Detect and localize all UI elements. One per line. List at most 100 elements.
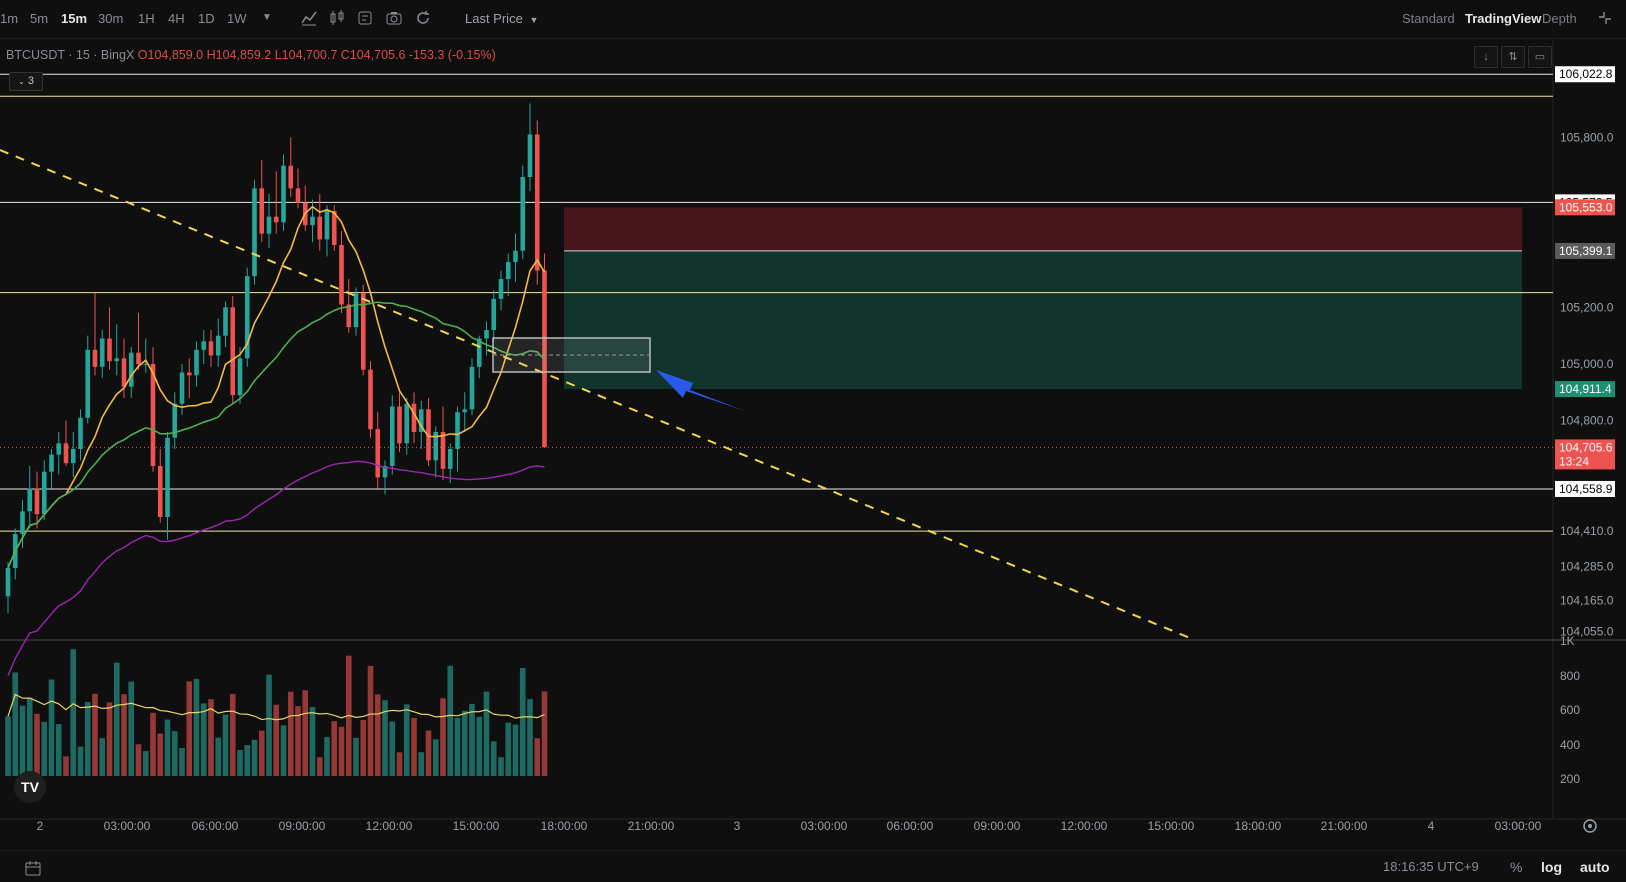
- candle: [368, 361, 373, 438]
- clock-label: 18:16:35 UTC+9: [1383, 859, 1479, 874]
- volume-bar: [164, 719, 171, 776]
- volume-bar: [490, 741, 497, 776]
- screenshot-icon[interactable]: [385, 9, 403, 27]
- templates-icon[interactable]: [356, 9, 374, 27]
- price-tick-label: 105,200.0: [1560, 300, 1614, 314]
- candle: [520, 165, 526, 260]
- volume-bar: [425, 730, 432, 776]
- candle: [339, 230, 344, 314]
- reset-icon[interactable]: [414, 9, 432, 27]
- timeframe-1h[interactable]: 1H: [138, 11, 155, 26]
- time-tick-label: 09:00:00: [279, 819, 326, 833]
- time-tick-label: 15:00:00: [1148, 819, 1195, 833]
- volume-bar: [353, 737, 359, 776]
- volume-bar: [208, 699, 214, 776]
- candle: [324, 205, 330, 257]
- volume-bar: [99, 738, 106, 776]
- candle: [78, 409, 83, 461]
- volume-bar: [12, 672, 19, 776]
- candle: [92, 293, 98, 376]
- candle: [244, 267, 250, 367]
- candle: [433, 426, 439, 478]
- candle: [150, 347, 156, 472]
- timeframe-4h[interactable]: 4H: [168, 11, 185, 26]
- date-range-icon[interactable]: [24, 859, 42, 880]
- volume-bar: [128, 681, 135, 776]
- candle: [491, 290, 497, 342]
- ohlc-close: C104,705.6: [340, 48, 406, 62]
- candle: [41, 460, 47, 520]
- log-toggle[interactable]: log: [1541, 859, 1562, 875]
- chart-canvas[interactable]: 105,800.0 105,200.0 105,000.0 104,800.0 104,…: [0, 39, 1626, 850]
- price-tick-label: 105,800.0: [1560, 130, 1614, 144]
- candle: [440, 406, 446, 481]
- timeframe-1d[interactable]: 1D: [198, 11, 215, 26]
- price-tick-label: 104,800.0: [1560, 414, 1614, 428]
- timeframe-5m[interactable]: 5m: [30, 11, 49, 26]
- volume-tick-label: 400: [1560, 738, 1580, 752]
- candle: [281, 154, 286, 231]
- candle: [186, 358, 192, 398]
- candle: [230, 296, 236, 404]
- tab-tradingview[interactable]: TradingView: [1465, 11, 1542, 26]
- moving-average-mid: [7, 301, 546, 569]
- volume-bar: [505, 722, 512, 776]
- timeframe-1w[interactable]: 1W: [227, 11, 247, 26]
- volume-bar: [316, 757, 323, 776]
- candle: [455, 406, 460, 472]
- candle: [527, 103, 533, 192]
- volume-bar: [403, 704, 410, 776]
- chevron-down-icon: ⌄: [18, 77, 25, 86]
- volume-bar: [461, 710, 468, 776]
- time-tick-label: 09:00:00: [974, 819, 1021, 833]
- settings-button[interactable]: ▭: [1528, 46, 1552, 68]
- auto-toggle[interactable]: auto: [1580, 859, 1610, 875]
- symbol-label: BTCUSDT · 15 · BingX: [6, 48, 135, 62]
- timeframe-15m[interactable]: 15m: [61, 11, 88, 26]
- indicators-toggle[interactable]: ⌄ 3: [9, 72, 43, 91]
- volume-bar: [396, 752, 403, 776]
- price-axis-badge: [1555, 453, 1615, 470]
- timeframe-30m[interactable]: 30m: [98, 11, 124, 26]
- axis-settings-icon[interactable]: [1583, 819, 1597, 833]
- chart-legend: BTCUSDT · 15 · BingX O104,859.0 H104,859…: [6, 48, 496, 62]
- chart-type-icon[interactable]: [328, 9, 346, 27]
- volume-bar: [34, 713, 40, 776]
- price-source-select[interactable]: Last Price ▼: [465, 11, 538, 26]
- candle: [353, 287, 359, 336]
- candle: [404, 397, 410, 455]
- collapse-button[interactable]: ⇅: [1501, 46, 1525, 68]
- fullscreen-icon[interactable]: [1596, 9, 1614, 27]
- price-tick-label: 104,165.0: [1560, 594, 1614, 608]
- volume-bar: [302, 690, 309, 776]
- volume-bar: [5, 716, 11, 776]
- candle: [34, 471, 40, 529]
- candle: [273, 171, 279, 234]
- percent-toggle[interactable]: %: [1510, 859, 1523, 875]
- volume-bar: [295, 706, 301, 776]
- timeframe-1m[interactable]: 1m: [0, 11, 19, 26]
- indicators-icon[interactable]: [300, 9, 318, 27]
- volume-bar: [483, 691, 490, 776]
- collapse-icon: ⇅: [1508, 51, 1518, 63]
- candle: [382, 460, 388, 495]
- volume-bar: [222, 714, 229, 776]
- volume-bar: [273, 704, 280, 776]
- volume-bar: [389, 721, 396, 776]
- time-tick-label: 03:00:00: [1495, 819, 1542, 833]
- price-axis-badge-label: 104,911.4: [1559, 382, 1612, 396]
- tab-depth[interactable]: Depth: [1542, 11, 1577, 26]
- timeframe-dropdown-icon[interactable]: ▼: [262, 12, 272, 23]
- tab-standard[interactable]: Standard: [1402, 11, 1455, 26]
- volume-bar: [519, 667, 526, 776]
- candle: [99, 330, 105, 379]
- time-tick-label: 4: [1428, 819, 1435, 833]
- scroll-down-button[interactable]: ↓: [1474, 46, 1498, 68]
- volume-bar: [287, 691, 294, 776]
- time-tick-label: 18:00:00: [1235, 819, 1282, 833]
- volume-bar: [63, 756, 69, 776]
- candle: [317, 194, 323, 251]
- volume-bar: [454, 717, 461, 776]
- candle: [498, 270, 504, 311]
- chevron-down-icon: ▼: [529, 15, 539, 25]
